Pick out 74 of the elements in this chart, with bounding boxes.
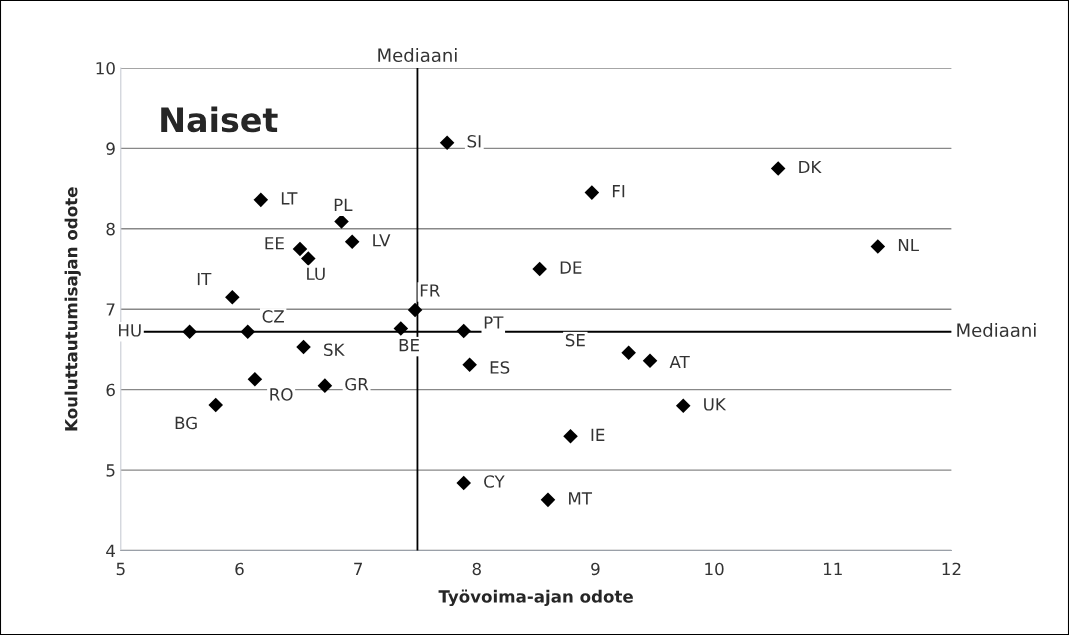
- point: [208, 397, 224, 413]
- annotation: SE: [565, 333, 585, 347]
- x-tick-label: 9: [591, 562, 600, 576]
- y-tick-label: 4: [106, 544, 115, 557]
- point: [456, 323, 471, 339]
- point: [317, 378, 333, 393]
- annotation: FI: [612, 185, 625, 198]
- point: [182, 324, 197, 340]
- y-tick-label: 5: [106, 464, 115, 477]
- annotation: BG: [175, 416, 197, 430]
- annotation: SI: [467, 134, 481, 148]
- point: [675, 398, 691, 414]
- y-tick-label: 7: [106, 303, 115, 316]
- y-tick-label: 8: [106, 222, 115, 236]
- point: [334, 214, 349, 229]
- annotation: IT: [197, 272, 212, 286]
- point: [621, 345, 636, 360]
- x-tick-label: 11: [823, 562, 842, 576]
- x-tick-label: 12: [942, 562, 961, 576]
- ref-line-label: Mediaani: [378, 48, 457, 63]
- annotation: LV: [373, 234, 391, 247]
- point: [532, 261, 547, 277]
- point: [870, 239, 886, 254]
- point: [300, 251, 316, 266]
- point: [439, 135, 455, 151]
- point: [253, 192, 269, 208]
- x-tick-label: 5: [116, 562, 125, 576]
- x-tick-label: 10: [705, 562, 724, 576]
- point: [540, 492, 556, 508]
- annotation: AT: [669, 355, 690, 369]
- point: [225, 289, 240, 305]
- y-tick-label: 9: [106, 142, 115, 155]
- point: [240, 324, 256, 340]
- ref-line-label: Mediaani: [957, 323, 1036, 338]
- point: [407, 302, 423, 318]
- annotation: CZ: [262, 310, 284, 323]
- annotation: MT: [569, 492, 593, 505]
- annotation: ES: [490, 361, 510, 374]
- annotation: GR: [345, 377, 369, 391]
- y-axis-title: Kouluttautumisajan odote: [64, 187, 81, 431]
- annotation: BE: [399, 339, 419, 352]
- annotation: HU: [119, 324, 141, 337]
- x-axis-title: Työvoima-ajan odote: [438, 589, 633, 607]
- point: [462, 357, 477, 373]
- y-tick-label: 6: [106, 383, 115, 397]
- annotation: RO: [270, 388, 293, 401]
- annotation: NL: [898, 238, 919, 252]
- point: [456, 475, 471, 491]
- annotation: LT: [281, 192, 298, 205]
- annotation: PL: [334, 198, 353, 211]
- annotation: PT: [484, 316, 504, 329]
- annotation: LU: [307, 267, 325, 281]
- point: [292, 241, 308, 257]
- annotation: SK: [324, 343, 345, 357]
- annotation: DK: [799, 160, 822, 174]
- text: Naiset: [161, 106, 278, 133]
- y-tick-label: 10: [96, 61, 115, 75]
- x-tick-label: 8: [472, 562, 481, 576]
- annotation: EE: [265, 237, 284, 250]
- point: [247, 371, 263, 387]
- point: [393, 321, 409, 336]
- annotation: UK: [704, 398, 727, 411]
- point: [563, 429, 578, 444]
- point: [770, 161, 786, 176]
- annotation: FR: [420, 284, 440, 297]
- annotation: DE: [560, 261, 582, 274]
- point: [642, 353, 658, 369]
- x-tick-label: 7: [354, 562, 362, 576]
- annotation: IE: [591, 428, 605, 441]
- point: [296, 339, 311, 355]
- point: [344, 234, 360, 249]
- annotation: CY: [484, 475, 505, 488]
- x-tick-label: 6: [235, 562, 244, 576]
- point: [584, 185, 600, 200]
